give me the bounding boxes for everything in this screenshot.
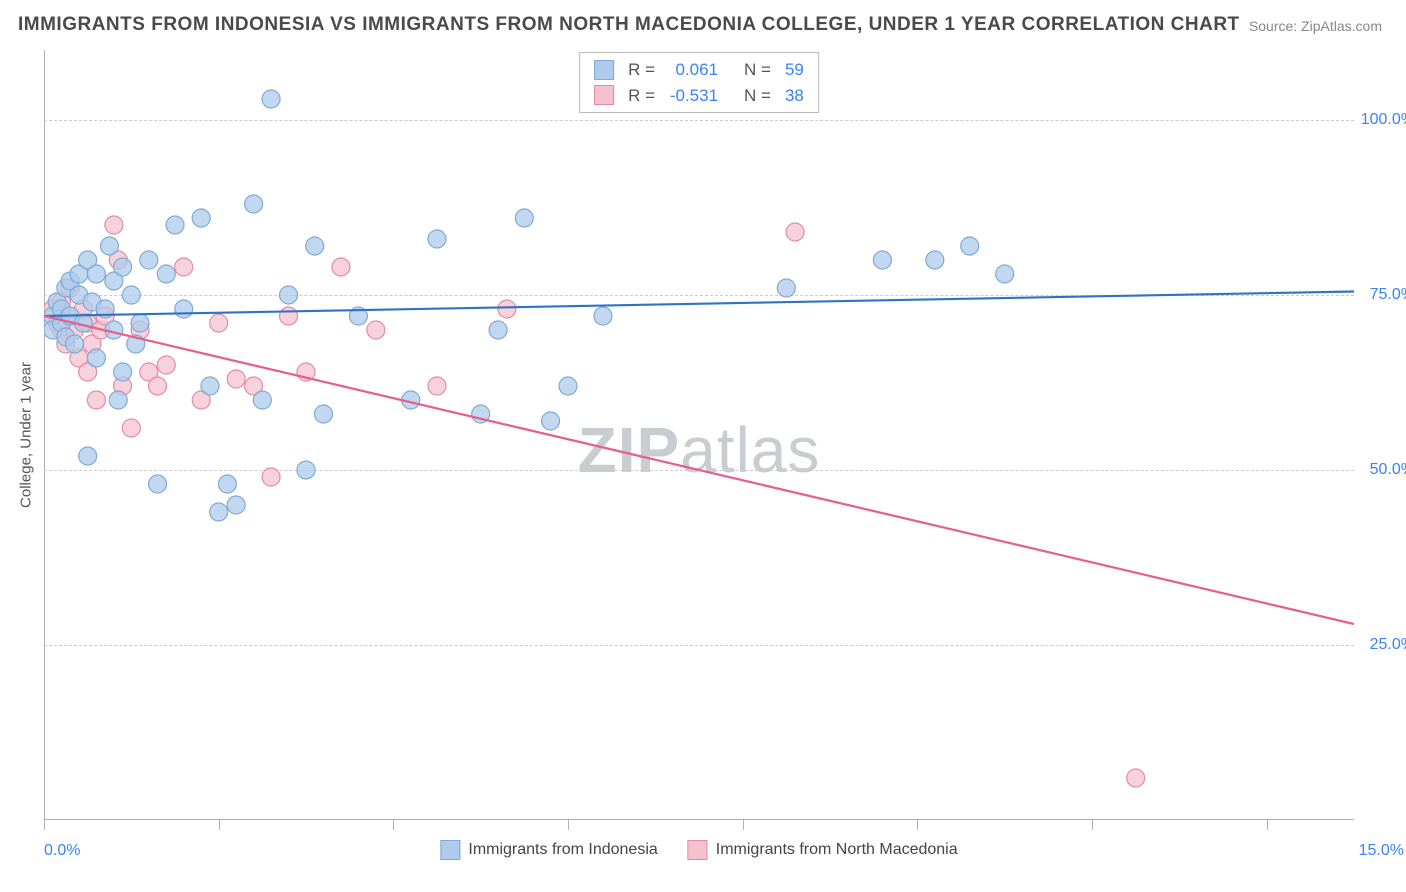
legend-series-label: Immigrants from North Macedonia — [716, 841, 958, 859]
scatter-point — [498, 300, 516, 318]
scatter-point — [157, 356, 175, 374]
r-value: -0.531 — [663, 83, 718, 109]
n-value: 38 — [785, 83, 804, 109]
correlation-legend-row: R = 0.061 N = 59 — [594, 57, 804, 83]
scatter-point — [201, 377, 219, 395]
y-tick-label: 100.0% — [1360, 111, 1406, 129]
n-value: 59 — [785, 57, 804, 83]
scatter-point — [367, 321, 385, 339]
scatter-point — [926, 251, 944, 269]
scatter-point — [66, 335, 84, 353]
correlation-legend: R = 0.061 N = 59 R = -0.531 N = 38 — [579, 52, 819, 113]
legend-swatch-icon — [440, 840, 460, 860]
legend-swatch-icon — [594, 85, 614, 105]
legend-item: Immigrants from Indonesia — [440, 840, 657, 860]
scatter-point — [515, 209, 533, 227]
legend-series-label: Immigrants from Indonesia — [468, 841, 657, 859]
scatter-point — [786, 223, 804, 241]
scatter-point — [996, 265, 1014, 283]
scatter-point — [227, 496, 245, 514]
scatter-point — [262, 90, 280, 108]
scatter-point — [210, 314, 228, 332]
scatter-point — [594, 307, 612, 325]
x-tick-mark — [743, 820, 744, 830]
r-label: R = — [628, 83, 655, 109]
x-axis-min-label: 0.0% — [44, 842, 80, 860]
source-attribution: Source: ZipAtlas.com — [1249, 18, 1382, 34]
plot-svg — [44, 50, 1354, 820]
y-tick-label: 25.0% — [1360, 636, 1406, 654]
scatter-point — [210, 503, 228, 521]
scatter-point — [87, 391, 105, 409]
scatter-point — [280, 286, 298, 304]
scatter-point — [542, 412, 560, 430]
x-tick-mark — [568, 820, 569, 830]
scatter-point — [175, 300, 193, 318]
scatter-point — [79, 447, 97, 465]
r-value: 0.061 — [663, 57, 718, 83]
scatter-point — [262, 468, 280, 486]
scatter-point — [192, 209, 210, 227]
legend-swatch-icon — [688, 840, 708, 860]
trend-line — [44, 316, 1354, 624]
scatter-point — [157, 265, 175, 283]
legend-swatch-icon — [594, 60, 614, 80]
chart-area: College, Under 1 year ZIPatlas 25.0%50.0… — [44, 50, 1354, 820]
scatter-point — [175, 258, 193, 276]
n-label: N = — [744, 57, 771, 83]
scatter-point — [114, 363, 132, 381]
scatter-point — [101, 237, 119, 255]
scatter-point — [559, 377, 577, 395]
scatter-point — [122, 286, 140, 304]
scatter-point — [961, 237, 979, 255]
scatter-point — [253, 391, 271, 409]
scatter-point — [166, 216, 184, 234]
n-label: N = — [744, 83, 771, 109]
x-tick-mark — [1267, 820, 1268, 830]
r-label: R = — [628, 57, 655, 83]
scatter-point — [873, 251, 891, 269]
trend-line — [44, 292, 1354, 317]
x-tick-mark — [393, 820, 394, 830]
scatter-point — [245, 195, 263, 213]
y-tick-label: 50.0% — [1360, 461, 1406, 479]
scatter-point — [149, 475, 167, 493]
legend-item: Immigrants from North Macedonia — [688, 840, 958, 860]
scatter-point — [306, 237, 324, 255]
scatter-point — [428, 230, 446, 248]
x-tick-mark — [219, 820, 220, 830]
scatter-point — [332, 258, 350, 276]
scatter-point — [131, 314, 149, 332]
chart-title: IMMIGRANTS FROM INDONESIA VS IMMIGRANTS … — [18, 14, 1240, 36]
x-tick-mark — [1092, 820, 1093, 830]
x-tick-mark — [44, 820, 45, 830]
scatter-point — [280, 307, 298, 325]
scatter-point — [140, 251, 158, 269]
scatter-point — [428, 377, 446, 395]
x-axis-max-label: 15.0% — [1359, 842, 1404, 860]
scatter-point — [122, 419, 140, 437]
scatter-point — [218, 475, 236, 493]
correlation-legend-row: R = -0.531 N = 38 — [594, 83, 804, 109]
y-axis-label: College, Under 1 year — [18, 362, 35, 508]
scatter-point — [777, 279, 795, 297]
y-tick-label: 75.0% — [1360, 286, 1406, 304]
scatter-point — [489, 321, 507, 339]
scatter-point — [227, 370, 245, 388]
scatter-point — [1127, 769, 1145, 787]
x-tick-mark — [917, 820, 918, 830]
series-legend: Immigrants from Indonesia Immigrants from… — [440, 840, 957, 860]
scatter-point — [109, 391, 127, 409]
scatter-point — [105, 216, 123, 234]
scatter-point — [87, 349, 105, 367]
scatter-point — [114, 258, 132, 276]
scatter-point — [314, 405, 332, 423]
scatter-point — [87, 265, 105, 283]
scatter-point — [297, 461, 315, 479]
scatter-point — [149, 377, 167, 395]
